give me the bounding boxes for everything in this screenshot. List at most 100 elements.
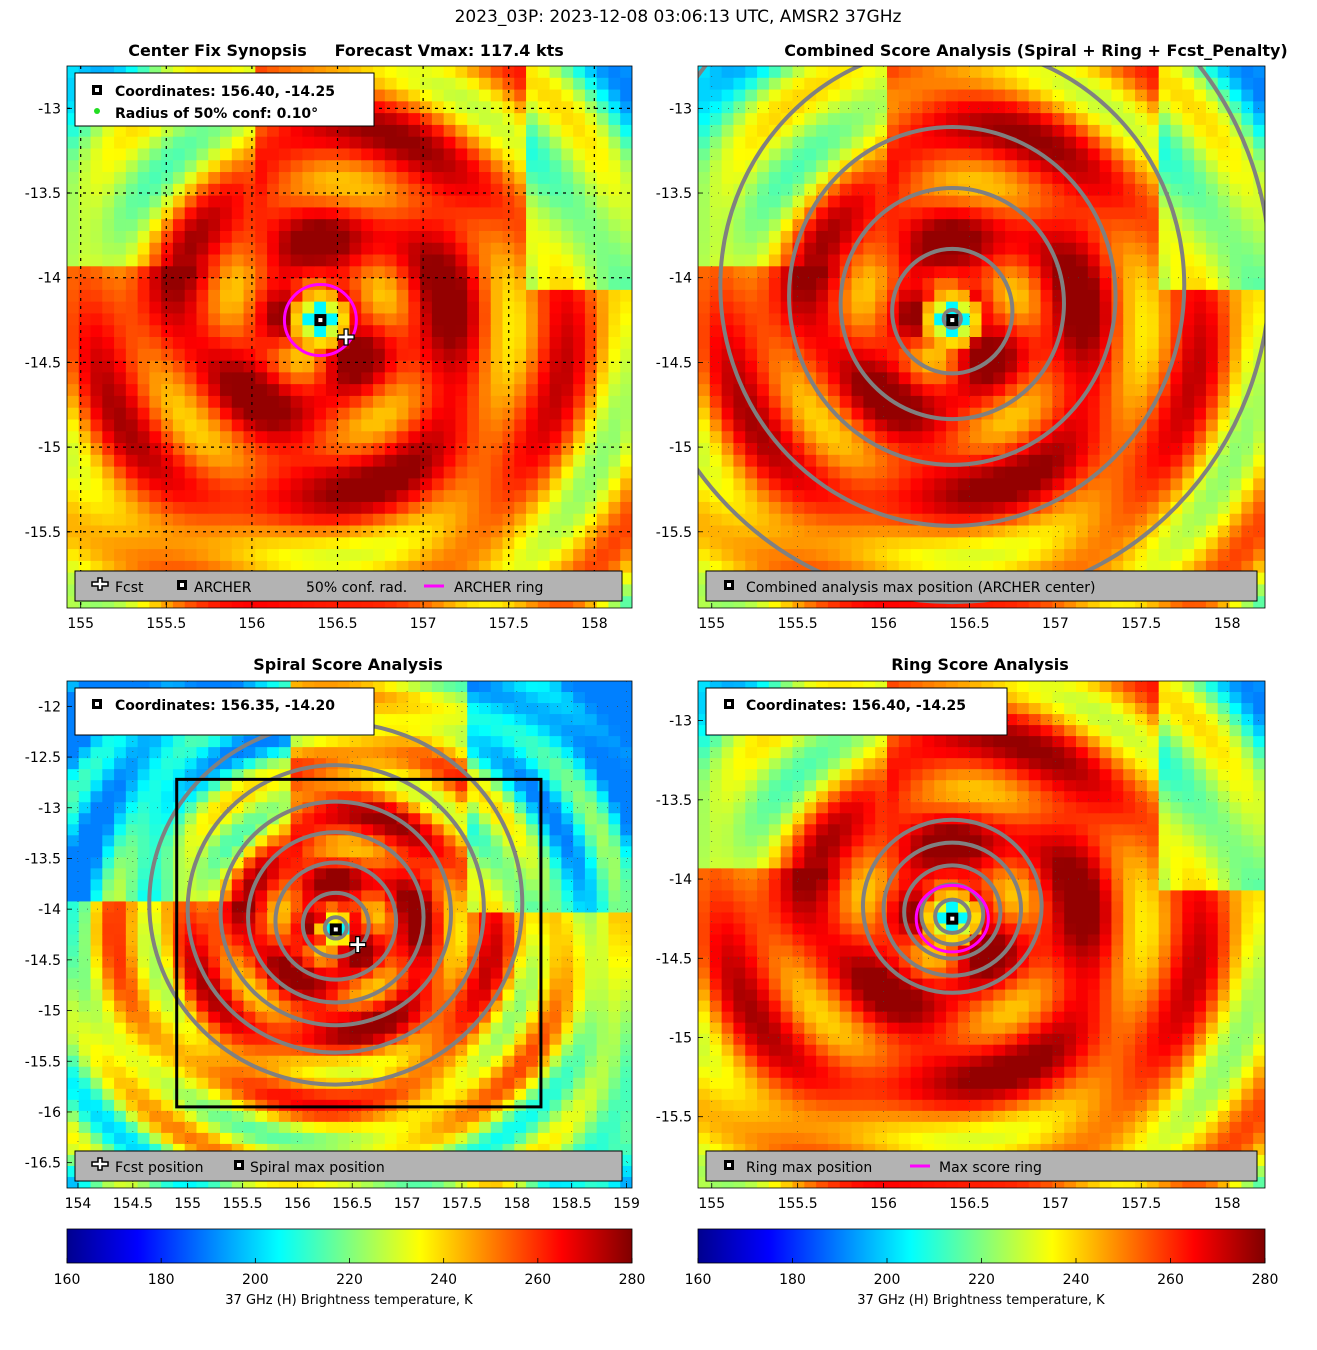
heatmap-cell	[1052, 183, 1065, 197]
heatmap-cell	[172, 537, 186, 550]
heatmap-cell	[863, 66, 876, 79]
heatmap-cell	[125, 207, 139, 220]
heatmap-cell	[467, 419, 480, 432]
heatmap-cell	[757, 230, 770, 244]
heatmap-cell	[361, 278, 374, 291]
heatmap-cell	[78, 879, 92, 892]
heatmap-cell	[957, 419, 971, 432]
heatmap-cell	[302, 596, 315, 608]
heatmap-cell	[137, 868, 150, 880]
heatmap-cell	[90, 780, 103, 792]
heatmap-cell	[455, 431, 468, 444]
heatmap-cell	[337, 407, 351, 421]
heatmap-cell	[780, 136, 794, 150]
heatmap-cell	[1099, 372, 1113, 385]
heatmap-cell	[90, 1022, 103, 1035]
heatmap-cell	[596, 478, 610, 491]
heatmap-cell	[1146, 77, 1160, 91]
heatmap-cell	[502, 337, 515, 350]
heatmap-cell	[243, 384, 256, 397]
heatmap-cell	[267, 525, 280, 538]
heatmap-cell	[255, 254, 268, 267]
heatmap-cell	[220, 431, 233, 444]
heatmap-cell	[549, 490, 562, 503]
heatmap-cell	[161, 325, 174, 338]
heatmap-cell	[90, 901, 103, 914]
heatmap-cell	[196, 419, 209, 432]
heatmap-cell	[431, 172, 445, 185]
heatmap-cell	[1205, 242, 1219, 256]
heatmap-cell	[839, 384, 853, 397]
heatmap-cell	[90, 219, 103, 232]
heatmap-cell	[863, 348, 876, 362]
heatmap-cell	[1123, 466, 1136, 479]
heatmap-cell	[467, 431, 480, 444]
heatmap-cell	[1205, 266, 1219, 279]
heatmap-cell	[573, 443, 586, 456]
heatmap-cell	[1158, 313, 1172, 326]
heatmap-cell	[1064, 113, 1077, 126]
heatmap-cell	[1064, 337, 1077, 350]
heatmap-cell	[851, 160, 864, 173]
heatmap-cell	[887, 101, 900, 114]
heatmap-cell	[149, 160, 162, 173]
heatmap-cell	[898, 183, 912, 197]
heatmap-cell	[172, 978, 186, 991]
heatmap-cell	[549, 160, 562, 173]
heatmap-cell	[1135, 230, 1148, 244]
heatmap-cell	[302, 407, 315, 421]
heatmap-cell	[1146, 89, 1160, 102]
heatmap-cell	[349, 136, 362, 150]
heatmap-cell	[455, 513, 468, 527]
heatmap-cell	[125, 747, 139, 759]
heatmap-cell	[1040, 289, 1053, 303]
heatmap-cell	[325, 443, 339, 456]
heatmap-cell	[325, 207, 339, 220]
heatmap-cell	[478, 207, 492, 220]
heatmap-cell	[1253, 219, 1265, 232]
heatmap-cell	[1182, 549, 1195, 562]
heatmap-cell	[1064, 219, 1077, 232]
heatmap-cell	[102, 219, 115, 232]
heatmap-cell	[573, 66, 586, 79]
heatmap-cell	[698, 77, 711, 91]
heatmap-cell	[67, 945, 80, 958]
heatmap-cell	[780, 289, 794, 303]
heatmap-cell	[384, 254, 398, 267]
heatmap-cell	[408, 384, 421, 397]
heatmap-cell	[1016, 431, 1030, 444]
heatmap-cell	[361, 207, 374, 220]
heatmap-cell	[1194, 325, 1207, 338]
heatmap-cell	[946, 89, 959, 102]
heatmap-cell	[90, 242, 103, 256]
heatmap-cell	[851, 384, 864, 397]
heatmap-cell	[114, 313, 127, 326]
heatmap-cell	[231, 384, 245, 397]
heatmap-cell	[467, 254, 480, 267]
heatmap-cell	[851, 407, 864, 421]
heatmap-cell	[1217, 325, 1231, 338]
heatmap-cell	[90, 912, 103, 925]
heatmap-cell	[137, 431, 150, 444]
heatmap-cell	[1146, 66, 1160, 79]
heatmap-cell	[443, 348, 457, 362]
heatmap-cell	[851, 124, 864, 138]
heatmap-cell	[325, 325, 339, 338]
heatmap-cell	[502, 66, 515, 79]
heatmap-cell	[396, 77, 409, 91]
heatmap-cell	[584, 183, 598, 197]
heatmap-cell	[733, 454, 746, 468]
heatmap-cell	[102, 160, 115, 173]
heatmap-cell	[161, 1077, 174, 1090]
heatmap-cell	[243, 431, 256, 444]
heatmap-cell	[1135, 395, 1148, 409]
heatmap-cell	[1170, 372, 1183, 385]
heatmap-cell	[67, 967, 80, 980]
heatmap-cell	[875, 454, 888, 468]
heatmap-cell	[314, 549, 327, 562]
heatmap-cell	[172, 490, 186, 503]
heatmap-cell	[620, 266, 632, 279]
heatmap-cell	[969, 384, 983, 397]
heatmap-cell	[608, 337, 621, 350]
heatmap-cell	[922, 113, 935, 126]
